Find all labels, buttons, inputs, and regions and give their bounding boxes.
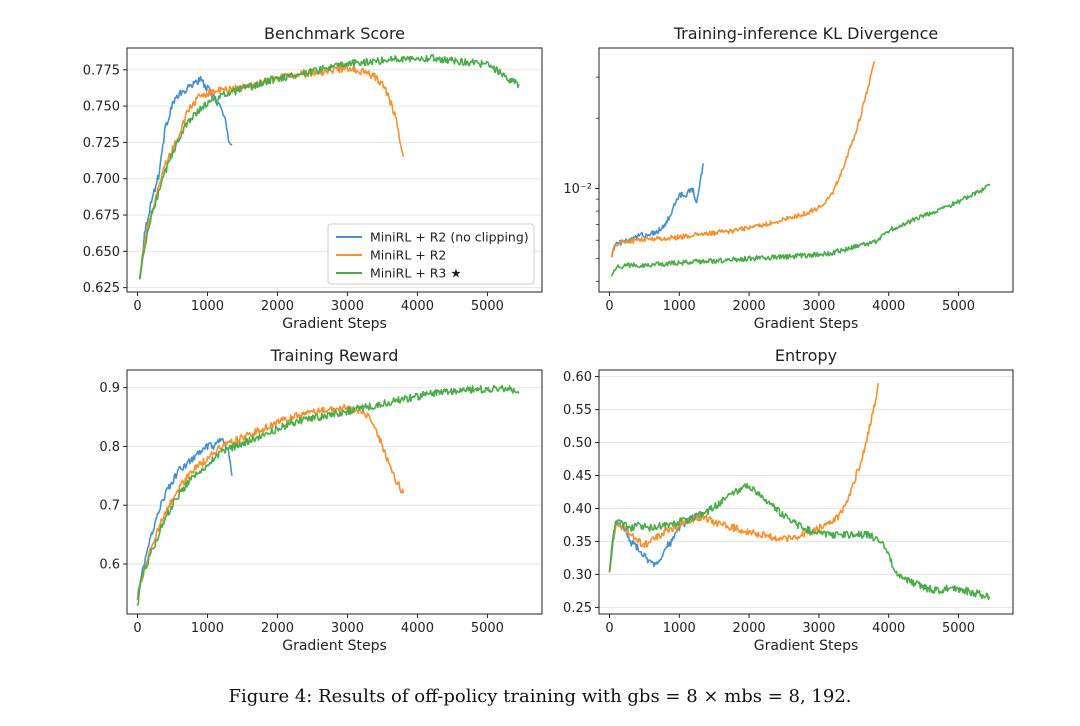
series-line-r2_noclip xyxy=(138,75,233,280)
kl-divergence-panel: 0 1000 2000 3000 4000 5000 10⁻² Training-infere… xyxy=(563,24,1014,332)
plot-frame xyxy=(126,369,543,615)
x-tick-label: 3000 xyxy=(802,621,835,636)
y-tick-label: 0.25 xyxy=(563,601,592,616)
panel-title: Training-inference KL Divergence xyxy=(673,24,939,43)
legend: MiniRL + R2 (no clipping) MiniRL + R2 Mini… xyxy=(327,223,535,285)
figure-caption: Figure 4: Results of off-policy training… xyxy=(228,686,852,707)
entropy-panel: 0 1000 2000 3000 4000 5000 0.25 0.30 0.35 0.40 0.4… xyxy=(563,346,1014,654)
x-tick-label: 1000 xyxy=(663,299,696,314)
series-line-r3 xyxy=(138,53,520,280)
x-axis-label: Gradient Steps xyxy=(754,638,859,654)
x-tick-label: 5000 xyxy=(471,299,504,314)
x-tick-label: 5000 xyxy=(471,621,504,636)
legend-label: MiniRL + R2 (no clipping) xyxy=(370,230,529,245)
plot-frame xyxy=(598,369,1014,615)
x-tick-label: 0 xyxy=(605,621,613,636)
y-tick-label: 0.60 xyxy=(563,370,592,385)
y-tick-label: 0.8 xyxy=(99,440,120,455)
y-tick-label: 0.30 xyxy=(563,568,592,583)
series-line-r2_noclip xyxy=(136,437,233,601)
series-line-r3 xyxy=(610,183,991,277)
y-tick-label: 0.675 xyxy=(83,209,120,224)
series-line-r3 xyxy=(136,384,520,607)
series-line-r2 xyxy=(136,403,405,601)
x-tick-label: 4000 xyxy=(872,299,905,314)
x-tick-label: 2000 xyxy=(261,299,294,314)
x-tick-label: 4000 xyxy=(401,299,434,314)
y-tick-label: 0.750 xyxy=(83,100,120,115)
panel-title: Training Reward xyxy=(270,346,399,365)
x-axis-label: Gradient Steps xyxy=(754,316,859,332)
y-tick-label: 0.6 xyxy=(99,558,120,573)
legend-label: MiniRL + R3 ★ xyxy=(370,266,462,281)
y-tick-label: 0.35 xyxy=(563,535,592,550)
panel-title: Benchmark Score xyxy=(264,24,405,43)
series-line-r2 xyxy=(610,60,876,258)
y-tick-label: 0.725 xyxy=(83,136,120,151)
x-tick-label: 0 xyxy=(605,299,613,314)
training-reward-panel: 0 1000 2000 3000 4000 5000 0.6 0.7 0.8 0.9 Trainin… xyxy=(99,346,543,654)
x-tick-label: 2000 xyxy=(733,621,766,636)
x-tick-label: 0 xyxy=(133,621,141,636)
panel-title: Entropy xyxy=(775,346,837,365)
y-tick-label: 0.625 xyxy=(83,281,120,296)
y-tick-label: 0.775 xyxy=(83,63,120,78)
benchmark-score-panel: 0 1000 2000 3000 4000 5000 0.625 0.650 0.675 0.70… xyxy=(83,24,543,332)
y-tick-label: 0.9 xyxy=(99,381,120,396)
x-tick-label: 1000 xyxy=(191,621,224,636)
plot-frame xyxy=(598,47,1014,293)
legend-box xyxy=(327,223,535,285)
figure-canvas: 0 1000 2000 3000 4000 50000.6250.6500.6750.70… xyxy=(83,24,1014,654)
x-tick-label: 5000 xyxy=(942,299,975,314)
x-tick-label: 1000 xyxy=(191,299,224,314)
x-tick-label: 3000 xyxy=(802,299,835,314)
x-tick-label: 1000 xyxy=(663,621,696,636)
series-line-r2 xyxy=(138,64,405,280)
y-tick-label: 10⁻² xyxy=(563,182,592,197)
x-tick-label: 2000 xyxy=(261,621,294,636)
y-tick-label: 0.40 xyxy=(563,502,592,517)
x-tick-label: 0 xyxy=(133,299,141,314)
x-tick-label: 3000 xyxy=(331,621,364,636)
legend-label: MiniRL + R2 xyxy=(370,248,446,263)
y-tick-label: 0.700 xyxy=(83,172,120,187)
y-tick-label: 0.50 xyxy=(563,436,592,451)
y-tick-label: 0.650 xyxy=(83,245,120,260)
x-tick-label: 2000 xyxy=(733,299,766,314)
x-tick-label: 4000 xyxy=(872,621,905,636)
plot-frame xyxy=(126,47,543,293)
x-tick-label: 4000 xyxy=(401,621,434,636)
y-tick-label: 0.45 xyxy=(563,469,592,484)
y-tick-label: 0.7 xyxy=(99,499,120,514)
x-axis-label: Gradient Steps xyxy=(282,316,387,332)
x-tick-label: 5000 xyxy=(942,621,975,636)
y-tick-label: 0.55 xyxy=(563,403,592,418)
series-line-r3 xyxy=(608,482,991,601)
series-line-r2 xyxy=(608,383,880,573)
x-tick-label: 3000 xyxy=(331,299,364,314)
x-axis-label: Gradient Steps xyxy=(282,638,387,654)
